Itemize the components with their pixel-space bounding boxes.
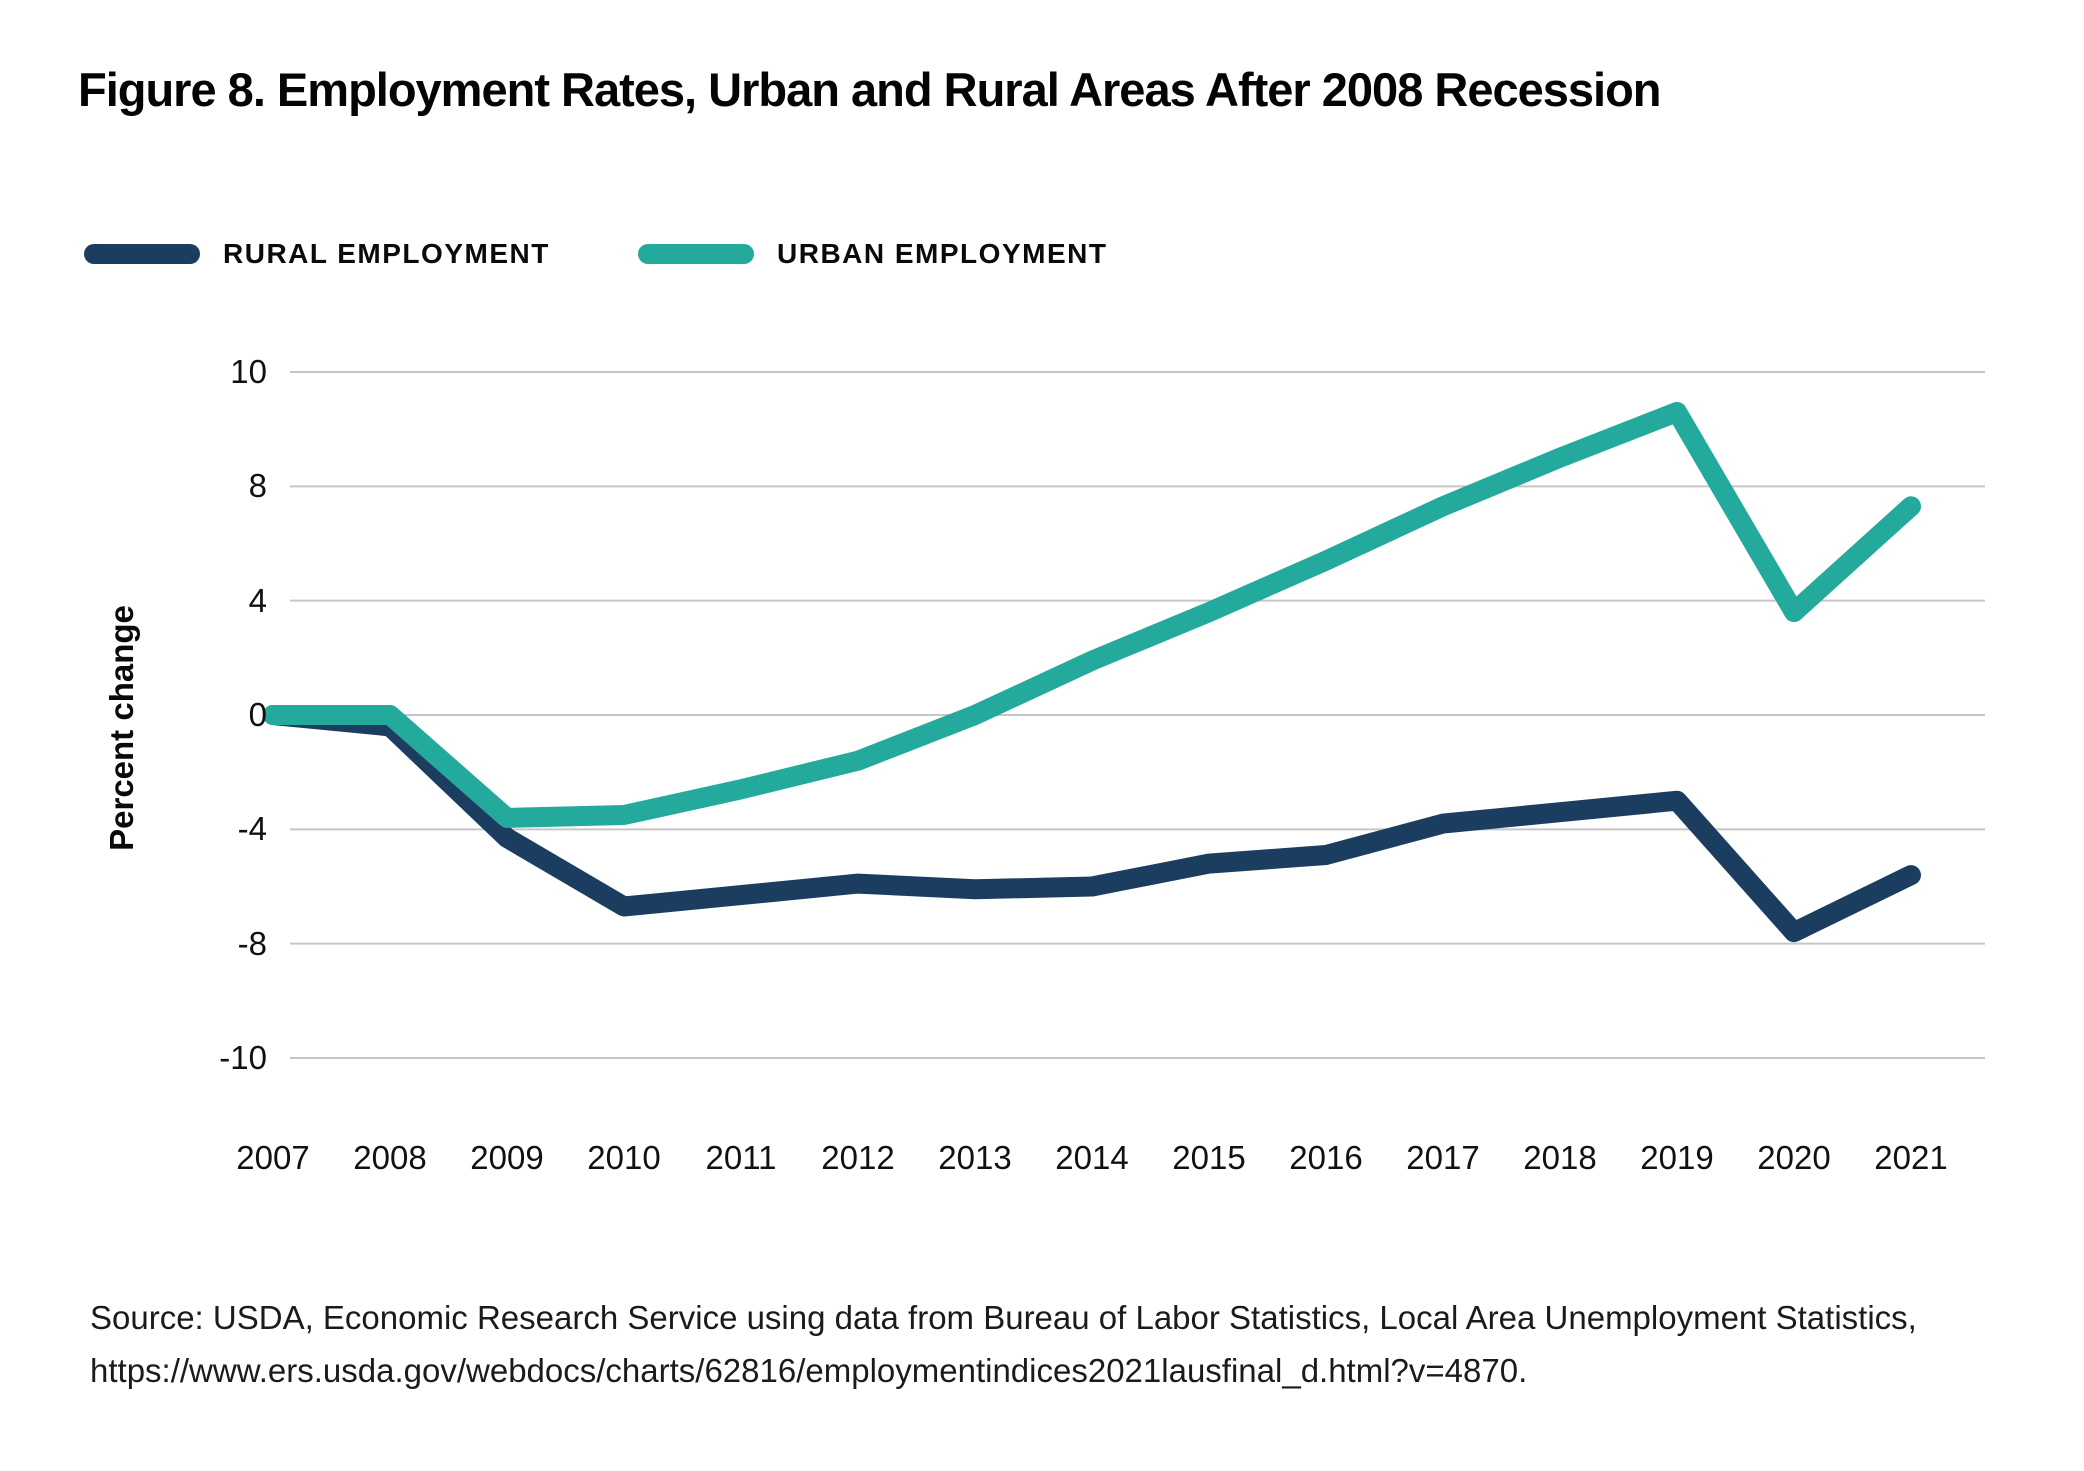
y-tick-label-0: 0 — [248, 695, 267, 733]
x-tick-label-2018: 2018 — [1523, 1139, 1597, 1176]
urban-employment-line — [263, 402, 1921, 828]
rural-employment-line — [263, 705, 1921, 943]
x-tick-label-2008: 2008 — [353, 1139, 427, 1176]
legend-swatch-rural-icon — [84, 244, 200, 264]
source-text: Source: USDA, Economic Research Service … — [90, 1292, 1917, 1398]
x-tick-label-2015: 2015 — [1172, 1139, 1246, 1176]
legend: RURAL EMPLOYMENT URBAN EMPLOYMENT — [0, 238, 2084, 278]
y-tick-label-10: 10 — [230, 353, 267, 390]
x-tick-label-2017: 2017 — [1406, 1139, 1480, 1176]
legend-item-urban: URBAN EMPLOYMENT — [638, 238, 1107, 270]
x-tick-label-2009: 2009 — [470, 1139, 544, 1176]
x-tick-label-2016: 2016 — [1289, 1139, 1363, 1176]
page-title: Figure 8. Employment Rates, Urban and Ru… — [78, 63, 1662, 116]
y-tick-label--10: -10 — [219, 1038, 267, 1076]
legend-label-urban: URBAN EMPLOYMENT — [777, 238, 1108, 269]
x-tick-label-2020: 2020 — [1757, 1139, 1831, 1176]
y-tick-label--4: -4 — [237, 810, 267, 848]
x-tick-label-2010: 2010 — [587, 1139, 661, 1176]
source-line-1: Source: USDA, Economic Research Service … — [90, 1299, 1917, 1336]
legend-item-rural: RURAL EMPLOYMENT — [84, 238, 550, 270]
legend-swatch-urban-icon — [638, 244, 754, 264]
y-tick-label--8: -8 — [237, 924, 267, 962]
x-tick-label-2011: 2011 — [705, 1139, 777, 1176]
x-tick-label-2012: 2012 — [821, 1139, 895, 1176]
y-tick-label-8: 8 — [248, 467, 267, 505]
source-line-2: https://www.ers.usda.gov/webdocs/charts/… — [90, 1351, 1528, 1389]
x-tick-label-2013: 2013 — [938, 1139, 1012, 1176]
legend-label-rural: RURAL EMPLOYMENT — [223, 238, 550, 269]
x-tick-label-2019: 2019 — [1640, 1139, 1714, 1176]
y-tick-label-4: 4 — [248, 581, 267, 619]
x-tick-label-2014: 2014 — [1055, 1139, 1129, 1176]
x-tick-label-2007: 2007 — [236, 1139, 310, 1176]
x-tick-label-2021: 2021 — [1874, 1139, 1948, 1176]
